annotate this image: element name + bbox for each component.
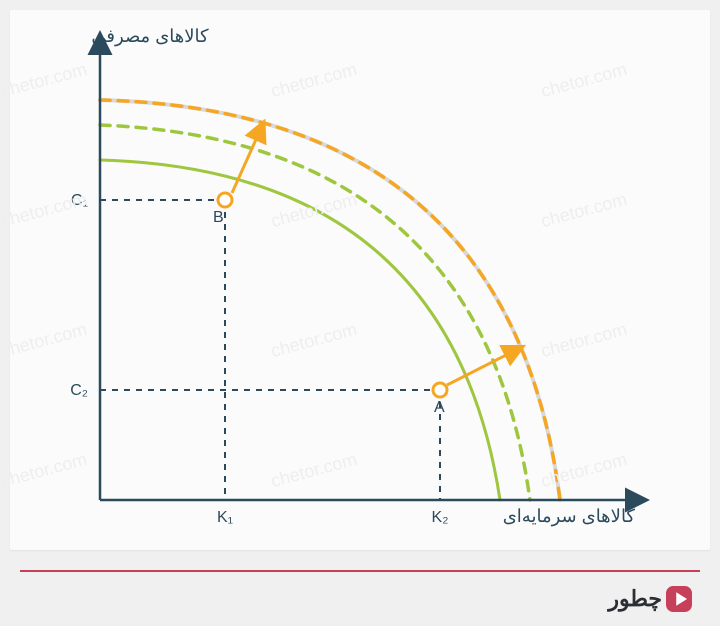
y-axis-label: کالاهای مصرفی bbox=[91, 26, 209, 47]
y-tick-label: C₁ bbox=[71, 192, 88, 209]
brand-logo: چطور bbox=[608, 586, 692, 612]
x-axis-label: کالاهای سرمایه‌ای bbox=[503, 506, 636, 527]
ppf-outer-gray bbox=[100, 100, 560, 500]
ppf-inner bbox=[100, 160, 500, 500]
brand-name: چطور bbox=[608, 586, 662, 612]
ppf-plot: کالاهای مصرفی کالاهای سرمایه‌ای C₁ K₁ C₂ K₂ B A bbox=[10, 10, 710, 550]
chart-card: chetor.comchetor.comchetor.comchetor.com… bbox=[10, 10, 710, 550]
x-tick-label: K₂ bbox=[432, 509, 449, 526]
y-tick-label: C₂ bbox=[70, 382, 88, 399]
footer-divider bbox=[20, 570, 700, 572]
data-point-B bbox=[218, 193, 232, 207]
figure-frame: chetor.comchetor.comchetor.comchetor.com… bbox=[0, 0, 720, 626]
play-badge-icon bbox=[666, 586, 692, 612]
ppf-middle bbox=[100, 125, 530, 500]
x-tick-label: K₁ bbox=[217, 509, 233, 526]
data-point-A bbox=[433, 383, 447, 397]
data-point-label: B bbox=[213, 209, 224, 226]
data-point-label: A bbox=[434, 399, 445, 416]
ppf-outer-orange bbox=[100, 100, 560, 500]
